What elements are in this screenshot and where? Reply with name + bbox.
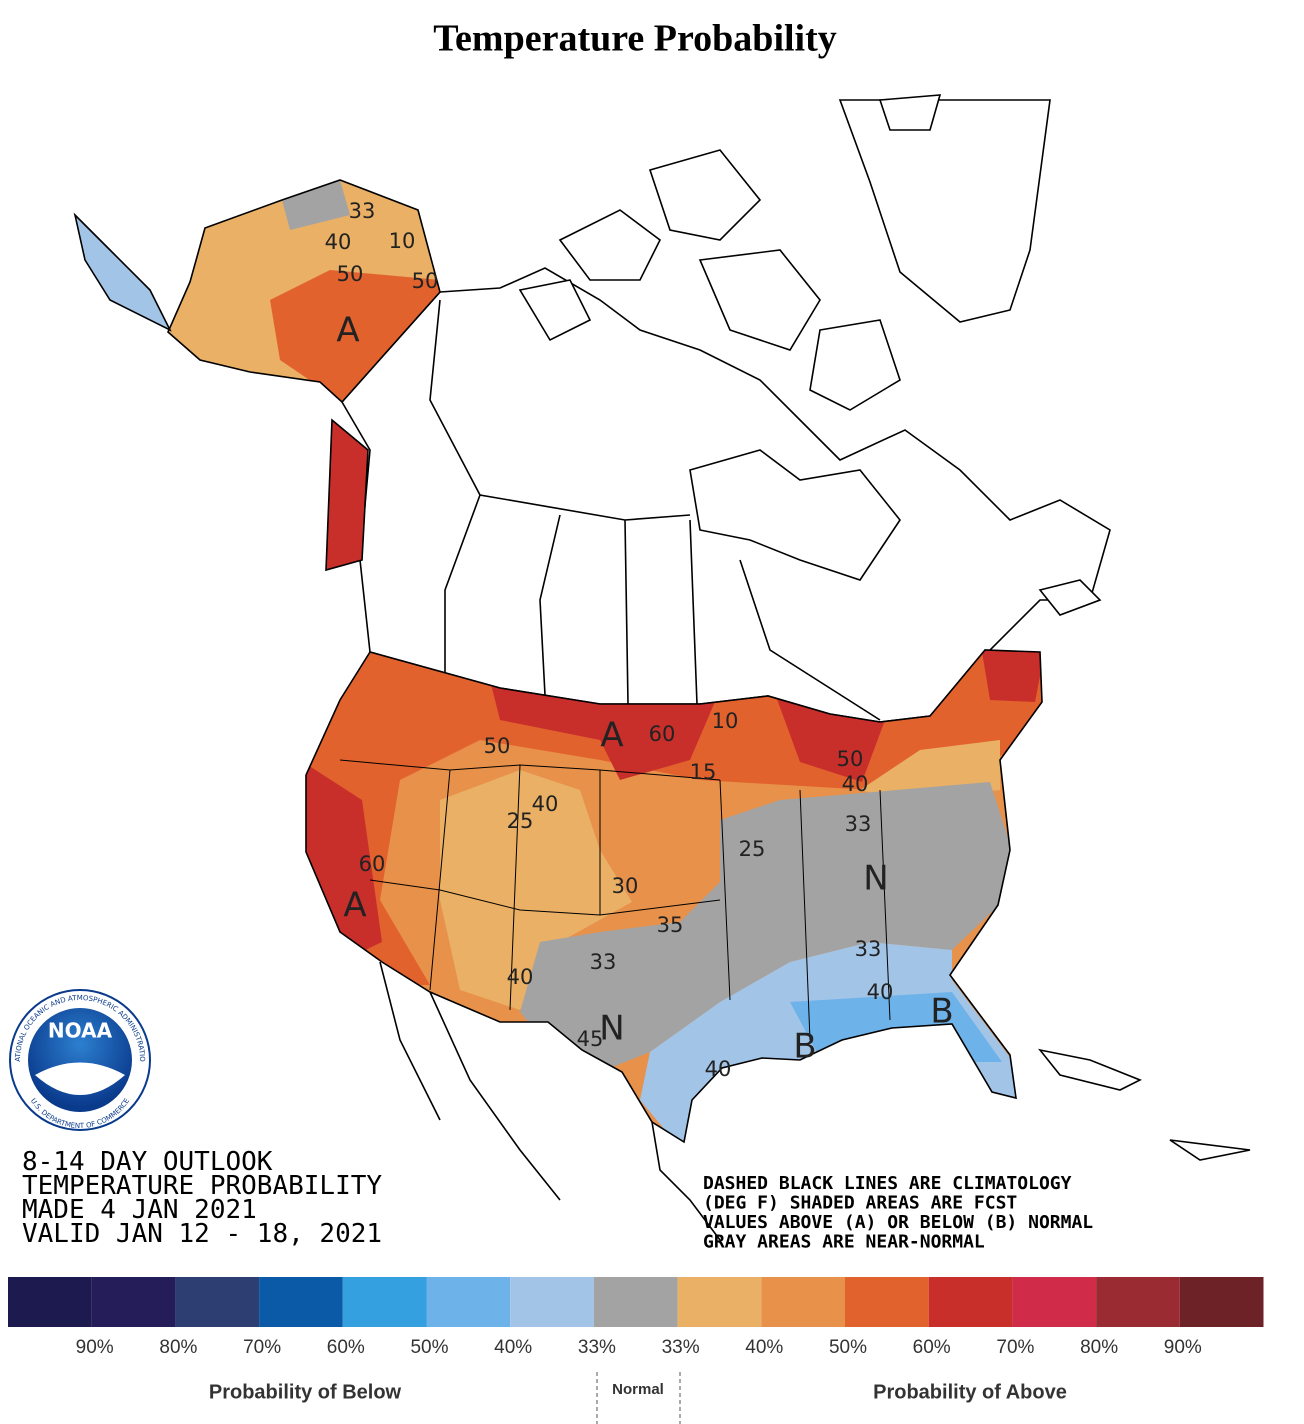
legend-label: 40% [494, 1337, 532, 1358]
legend-label: 60% [913, 1337, 951, 1358]
legend-label: 90% [76, 1337, 114, 1358]
legend-swatch [259, 1277, 343, 1327]
map-label: N [863, 859, 888, 899]
legend-swatch [761, 1277, 845, 1327]
map-label: 40 [507, 965, 534, 989]
legend-swatch [1012, 1277, 1097, 1327]
note-line: (DEG F) SHADED AREAS ARE FCST [703, 1193, 1017, 1214]
map-label: B [793, 1027, 816, 1067]
legend-swatch [8, 1277, 92, 1327]
logo-name: NOAA [48, 1019, 113, 1043]
title: Temperature Probability [433, 18, 837, 60]
map-label: A [336, 311, 359, 351]
logo-ring: NATIONAL OCEANIC AND ATMOSPHERIC ADMINIS… [0, 0, 146, 1062]
map-label: 60 [359, 852, 386, 876]
legend-label: 33% [578, 1337, 616, 1358]
legend: Probability of Below Normal Probability … [8, 1277, 1264, 1424]
map-label: 33 [855, 937, 882, 961]
legend-normal: Normal [612, 1381, 664, 1398]
note-line: DASHED BLACK LINES ARE CLIMATOLOGY [703, 1173, 1072, 1194]
legend-label: 50% [410, 1337, 448, 1358]
legend-swatch [1096, 1277, 1180, 1327]
legend-swatch [426, 1277, 511, 1327]
legend-swatch [342, 1277, 427, 1327]
note-line: VALUES ABOVE (A) OR BELOW (B) NORMAL [703, 1212, 1093, 1233]
legend-swatch [593, 1277, 678, 1327]
legend-label: 40% [745, 1337, 783, 1358]
map-label: 40 [705, 1057, 732, 1081]
notes-text: DASHED BLACK LINES ARE CLIMATOLOGY(DEG F… [703, 1173, 1093, 1253]
outlook-line: MADE 4 JAN 2021 [22, 1195, 257, 1225]
map-label: 33 [349, 199, 376, 223]
legend-swatch [928, 1277, 1013, 1327]
map-label: 25 [739, 837, 766, 861]
legend-label: 80% [1080, 1337, 1118, 1358]
map-label: 15 [690, 760, 717, 784]
map-label: 50 [837, 747, 864, 771]
legend-label: 50% [829, 1337, 867, 1358]
legend-below: Probability of Below [209, 1381, 402, 1403]
legend-swatch [677, 1277, 762, 1327]
map-label: 40 [842, 772, 869, 796]
map-label: N [599, 1009, 624, 1049]
legend-label: 33% [662, 1337, 700, 1358]
legend-label: 90% [1164, 1337, 1202, 1358]
map-label: 35 [657, 913, 684, 937]
legend-label: 60% [327, 1337, 365, 1358]
map [73, 94, 1251, 1241]
legend-swatch [510, 1277, 594, 1327]
map-label: 33 [845, 812, 872, 836]
map-label: 50 [337, 262, 364, 286]
map-label: 30 [612, 874, 639, 898]
map-label: 45 [577, 1027, 604, 1051]
note-line: GRAY AREAS ARE NEAR-NORMAL [703, 1232, 985, 1253]
map-label: 50 [412, 269, 439, 293]
noaa-logo: NATIONAL OCEANIC AND ATMOSPHERIC ADMINIS… [0, 0, 151, 1131]
map-label: 50 [484, 734, 511, 758]
legend-swatch [175, 1277, 260, 1327]
map-label: 10 [389, 229, 416, 253]
outlook-line: VALID JAN 12 - 18, 2021 [22, 1219, 382, 1249]
map-label: A [343, 886, 366, 926]
map-label: 40 [867, 980, 894, 1004]
legend-swatch [91, 1277, 176, 1327]
legend-swatch [845, 1277, 929, 1327]
map-label: 60 [649, 722, 676, 746]
legend-label: 70% [996, 1337, 1034, 1358]
legend-above: Probability of Above [873, 1381, 1067, 1403]
map-label: B [930, 992, 953, 1032]
legend-label: 70% [243, 1337, 281, 1358]
map-label: A [600, 716, 623, 756]
map-label: 33 [590, 950, 617, 974]
legend-label: 80% [159, 1337, 197, 1358]
legend-swatch [1179, 1277, 1264, 1327]
outlook-line: TEMPERATURE PROBABILITY [22, 1171, 382, 1201]
map-label: 40 [325, 230, 352, 254]
outlook-line: 8-14 DAY OUTLOOK [22, 1147, 273, 1177]
map-label: 40 [532, 792, 559, 816]
map-label: 10 [712, 709, 739, 733]
map-label: 25 [507, 809, 534, 833]
